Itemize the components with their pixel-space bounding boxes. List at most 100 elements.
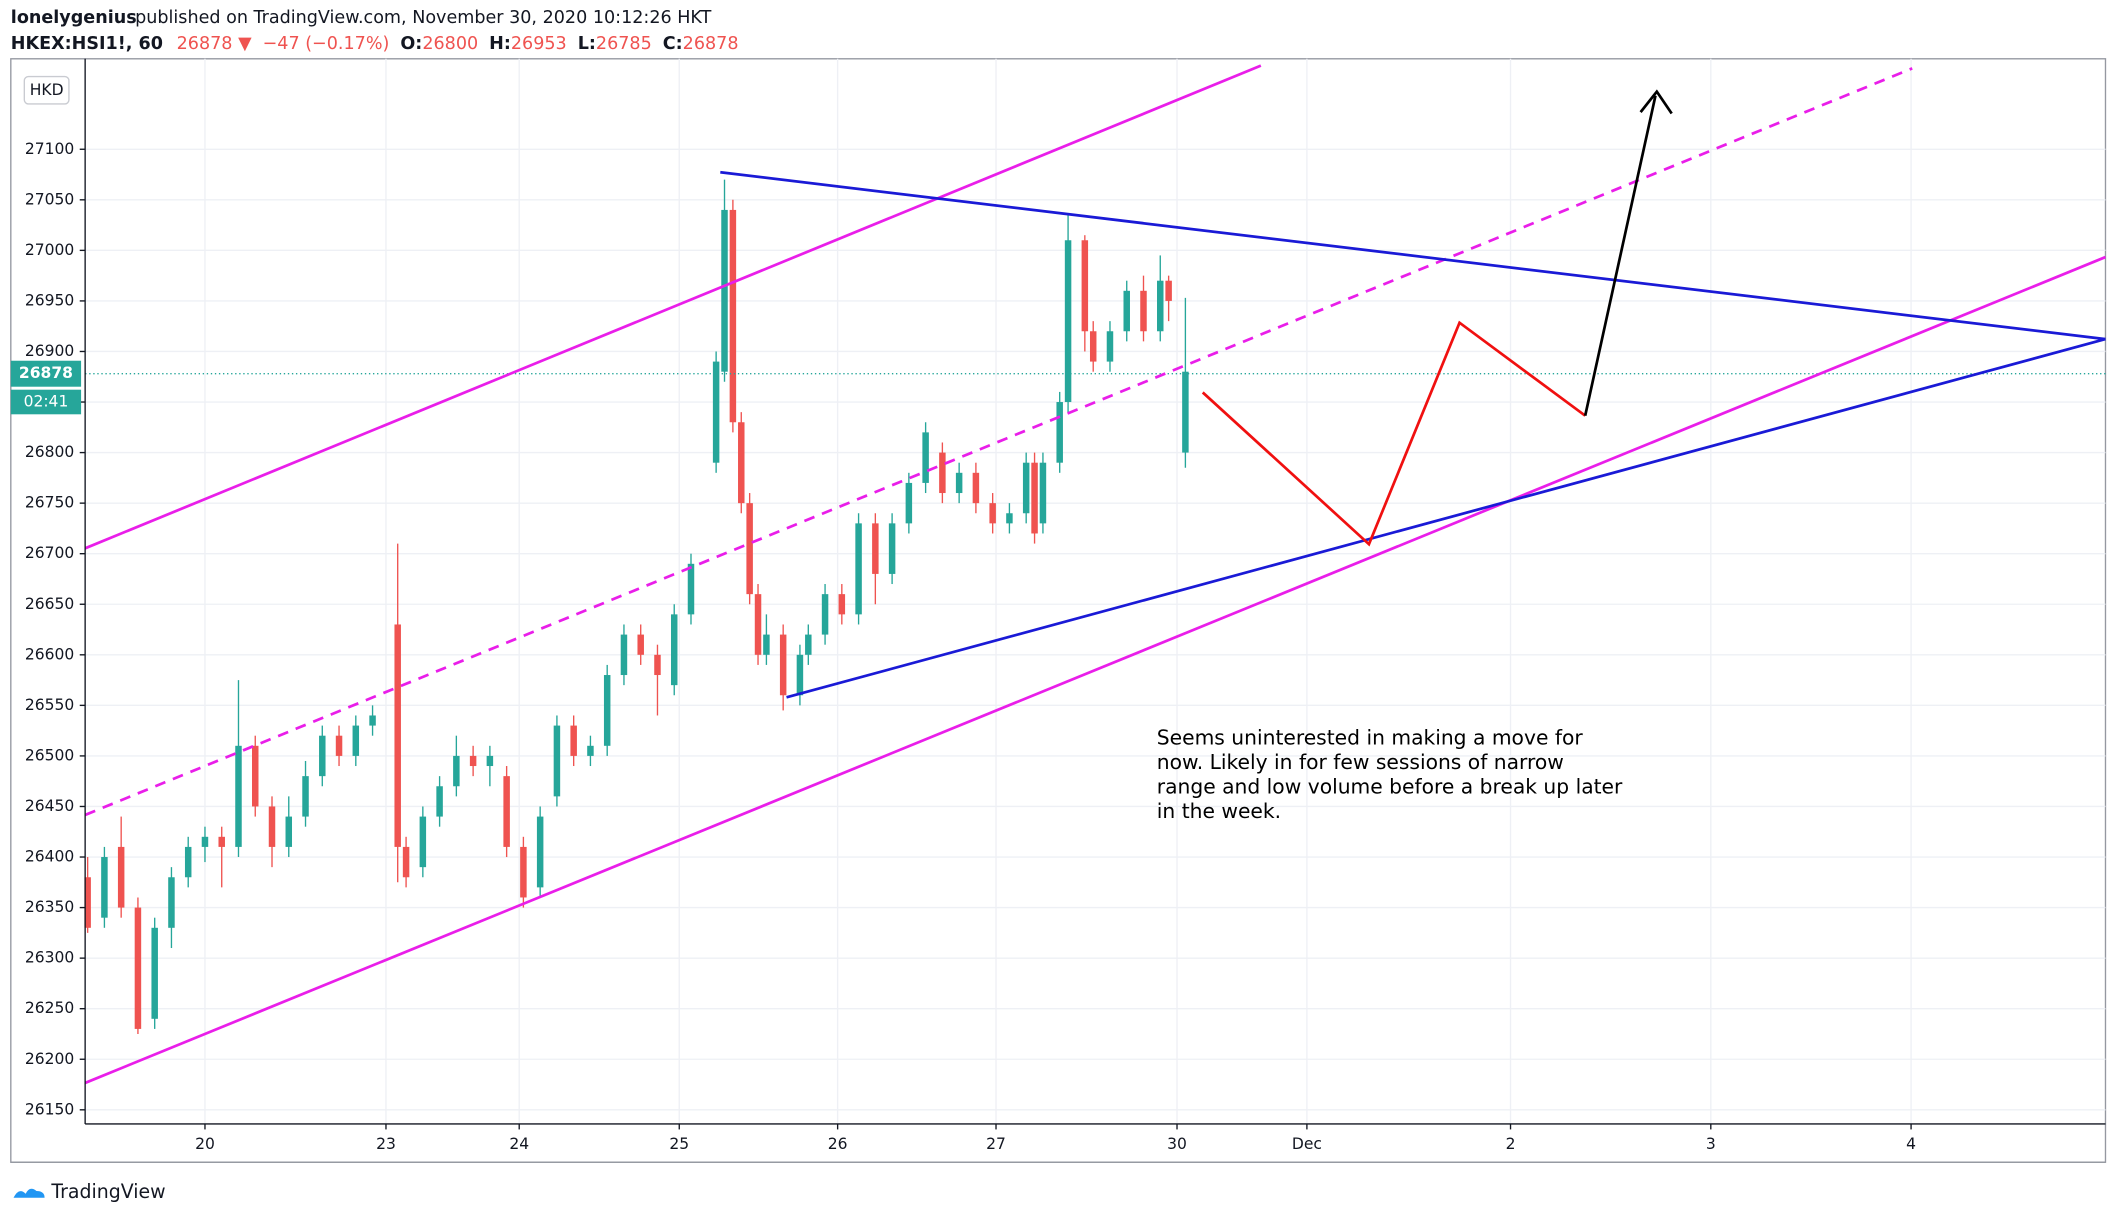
- y-tick-label: 26150: [25, 1099, 74, 1118]
- currency[interactable]: HKD: [30, 80, 64, 99]
- candle-body: [805, 634, 812, 655]
- annotation-line: in the week.: [1157, 799, 1281, 823]
- candle-body: [654, 654, 661, 676]
- x-tick-label: 3: [1706, 1134, 1716, 1153]
- countdown-tag: [10, 389, 82, 415]
- price: 26878: [177, 34, 233, 54]
- x-tick-label: 23: [376, 1134, 396, 1153]
- annotation-line: now. Likely in for few sessions of narro…: [1157, 750, 1564, 774]
- breakout-arrow: [1583, 95, 1657, 416]
- y-tick-label: 26950: [25, 290, 74, 309]
- candle-body: [1123, 290, 1130, 332]
- candle-body: [536, 816, 544, 888]
- candle-body: [319, 735, 326, 777]
- triangle-upper: [720, 170, 2106, 341]
- channel-lower: [84, 255, 2106, 1085]
- candle-body: [503, 776, 510, 847]
- y-tick-label: 26400: [25, 846, 74, 865]
- c-label: C:: [663, 34, 683, 54]
- candle-body: [779, 634, 787, 696]
- candle-body: [1022, 462, 1030, 514]
- candle-body: [101, 857, 108, 918]
- y-tick-label: 26550: [25, 695, 74, 714]
- published-info: published on TradingView.com, November 3…: [135, 8, 711, 28]
- candle-body: [1039, 462, 1047, 524]
- candle-body: [1089, 331, 1097, 362]
- y-tick-label: 26700: [25, 543, 74, 562]
- candle-body: [670, 614, 678, 686]
- candle-body: [419, 816, 427, 868]
- candle-body: [587, 745, 594, 756]
- axes: 26150 26200 26250 26300 26350 26400 26450 26500…: [10, 58, 2106, 1153]
- candle-body: [570, 725, 577, 756]
- candle-body: [905, 482, 913, 524]
- o-label: O:: [400, 34, 422, 54]
- candle-body: [939, 452, 946, 494]
- projection-path: [1201, 320, 1586, 547]
- candle-body: [1064, 240, 1072, 403]
- candle-body: [712, 361, 720, 463]
- candle-body: [436, 786, 443, 817]
- candle-body: [922, 432, 929, 483]
- y-tick-label: 27050: [25, 189, 74, 208]
- candle-body: [235, 745, 242, 847]
- candle-body: [1165, 280, 1172, 301]
- candle-body: [553, 725, 561, 797]
- drawings: [84, 64, 2106, 1085]
- ohlc-line: HKEX:HSI1!, 60 26878 ▼ −47 (−0.17%) O:26…: [11, 34, 739, 54]
- logo-text: TradingView: [50, 1181, 165, 1203]
- y-tick-label: 26750: [25, 493, 74, 512]
- y-tick-label: 26200: [25, 1049, 74, 1068]
- candle-body: [117, 846, 125, 908]
- candle-body: [989, 503, 996, 524]
- candle-body: [184, 846, 192, 878]
- candle-body: [738, 422, 745, 504]
- last-price-tag: [10, 360, 82, 387]
- y-tick-label: 27100: [25, 139, 74, 158]
- candle-body: [394, 624, 401, 847]
- h-label: H:: [489, 34, 511, 54]
- candle-body: [972, 472, 980, 504]
- y-tick-label: 26900: [25, 341, 74, 360]
- candle-body: [369, 715, 376, 726]
- triangle-lower: [786, 337, 2106, 699]
- y-tick-label: 26650: [25, 594, 74, 613]
- currency-button[interactable]: [23, 75, 70, 105]
- x-tick-label: 26: [828, 1134, 848, 1153]
- candle-body: [352, 725, 360, 756]
- candle-body: [1157, 280, 1164, 332]
- chart-frame: [10, 58, 2107, 1163]
- y-tick-label: 26600: [25, 644, 74, 663]
- candle-body: [402, 846, 410, 878]
- candle-body: [1056, 402, 1063, 463]
- candle-body: [151, 927, 158, 1019]
- candle-body: [1006, 513, 1013, 524]
- candle-body: [855, 523, 862, 615]
- y-tick-label: 26350: [25, 897, 74, 916]
- candle-body: [838, 594, 846, 615]
- x-tick-label: 2: [1506, 1134, 1516, 1153]
- candle-body: [955, 472, 963, 494]
- candle-body: [520, 846, 527, 898]
- candle-body: [620, 634, 628, 676]
- l-value: 26785: [596, 34, 652, 54]
- candle-body: [729, 209, 737, 423]
- channel-upper: [84, 64, 1262, 550]
- l-label: L:: [578, 34, 596, 54]
- candle-body: [721, 209, 728, 372]
- c-value: 26878: [683, 34, 739, 54]
- candle-body: [453, 755, 460, 787]
- author: lonelygenius: [11, 8, 137, 28]
- candle-body: [486, 755, 494, 767]
- arrow: ▼: [238, 34, 252, 54]
- candle-body: [201, 836, 209, 847]
- last-price-label: 26878: [19, 363, 73, 382]
- candle-body: [746, 503, 753, 595]
- candle-body: [872, 523, 879, 574]
- arrow-head: [1639, 89, 1673, 115]
- candle-body: [335, 735, 343, 756]
- candles: [84, 179, 2106, 1034]
- h-value: 26953: [511, 34, 567, 54]
- change: −47 (−0.17%): [263, 34, 390, 54]
- candle-body: [469, 755, 477, 767]
